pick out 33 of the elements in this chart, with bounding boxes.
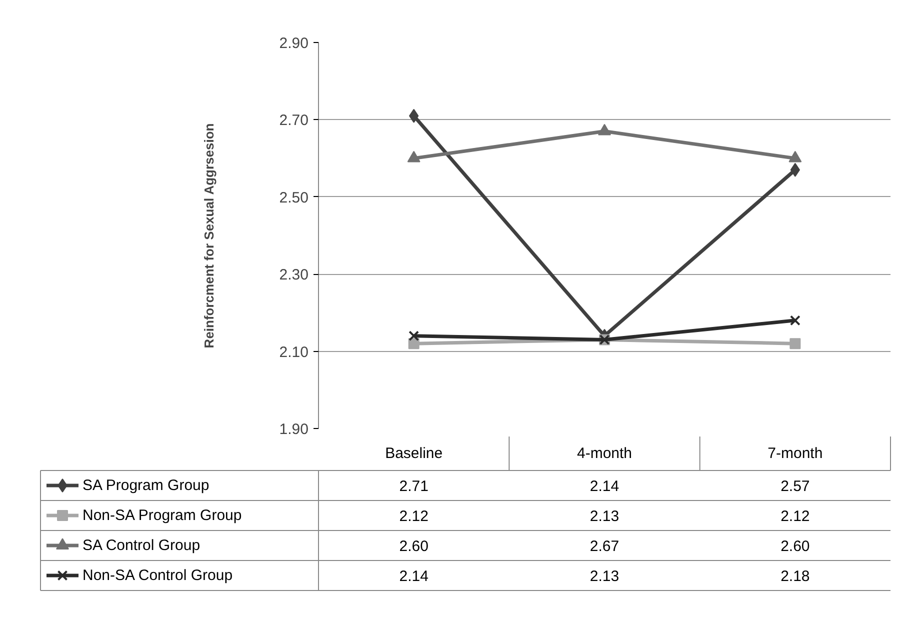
x-tick-label: Baseline <box>385 445 443 462</box>
data-label: 2.14 <box>399 568 428 585</box>
point <box>598 124 611 136</box>
point <box>788 150 802 162</box>
point <box>407 150 420 162</box>
x-tick-label: 4-month <box>576 445 632 462</box>
point <box>408 330 420 342</box>
data-label: 2.12 <box>399 508 428 525</box>
data-label: 2.57 <box>780 478 810 495</box>
y-tick-label: 2.50 <box>279 189 309 206</box>
point <box>790 338 801 350</box>
data-label: 2.67 <box>590 538 620 555</box>
y-tick-label: 1.90 <box>279 421 309 438</box>
point <box>408 338 420 350</box>
legend-label: Non-SA Control Group <box>82 567 233 584</box>
data-label: 2.60 <box>399 538 428 555</box>
x-tick-label: 7-month <box>768 445 823 462</box>
data-label: 2.18 <box>780 568 810 585</box>
data-label: 2.12 <box>780 508 810 525</box>
data-label: 2.71 <box>399 478 428 495</box>
y-tick-label: 2.30 <box>279 266 309 284</box>
y-tick-label: 2.70 <box>279 112 309 130</box>
legend-label: SA Program Group <box>82 477 210 494</box>
y-tick-label: 2.90 <box>279 35 309 52</box>
data-label: 2.13 <box>590 508 620 525</box>
point <box>790 315 800 326</box>
y-tick-label: 2.10 <box>279 344 309 361</box>
legend-label: SA Control Group <box>82 537 200 554</box>
data-label: 2.14 <box>590 478 620 495</box>
legend-label: Non-SA Program Group <box>82 507 242 524</box>
data-label: 2.60 <box>780 538 810 555</box>
data-label: 2.13 <box>590 568 620 585</box>
y-axis-title: Reinforcment for Sexual Aggrsesion <box>201 123 216 348</box>
